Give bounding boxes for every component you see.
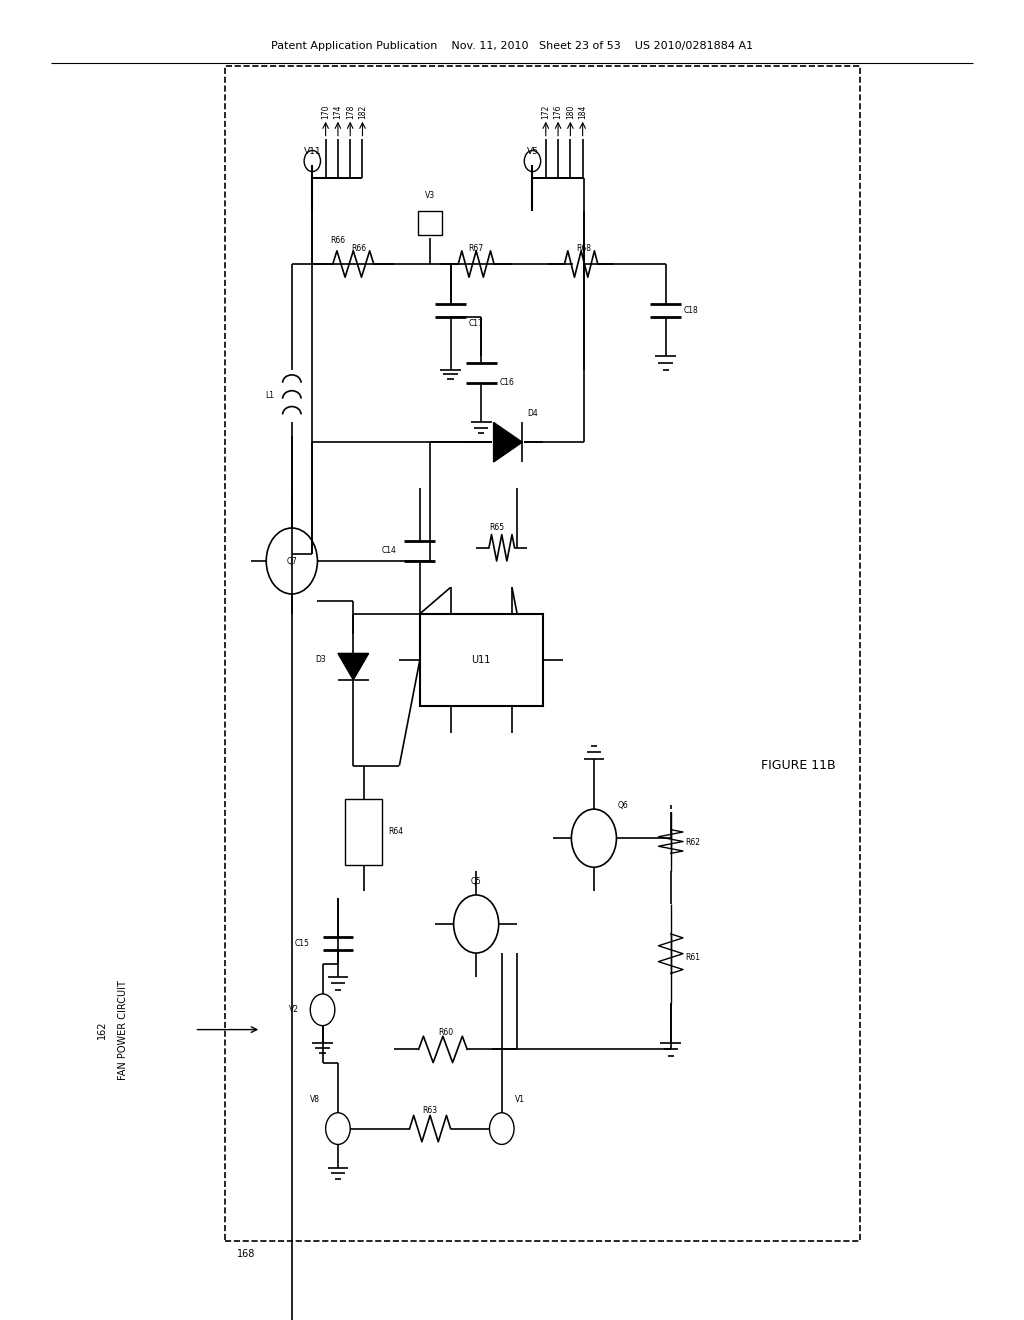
Text: 168: 168 <box>237 1249 255 1259</box>
Text: FAN POWER CIRCUIT: FAN POWER CIRCUIT <box>118 979 128 1080</box>
Text: C17: C17 <box>469 319 483 327</box>
Text: Q5: Q5 <box>471 878 481 886</box>
Text: R64: R64 <box>389 828 403 836</box>
Text: FIGURE 11B: FIGURE 11B <box>762 759 836 772</box>
Text: R65: R65 <box>489 524 504 532</box>
Polygon shape <box>494 422 522 462</box>
Text: C15: C15 <box>295 940 309 948</box>
Text: 172: 172 <box>542 106 550 119</box>
Text: 176: 176 <box>554 106 562 119</box>
Text: V5: V5 <box>526 148 539 156</box>
Text: 162: 162 <box>97 1020 108 1039</box>
Text: R62: R62 <box>686 838 700 846</box>
Text: Patent Application Publication    Nov. 11, 2010   Sheet 23 of 53    US 2010/0281: Patent Application Publication Nov. 11, … <box>271 41 753 51</box>
Bar <box>225 66 860 1241</box>
Bar <box>418 211 442 235</box>
Text: 180: 180 <box>566 106 574 119</box>
Text: R61: R61 <box>686 953 700 961</box>
Text: Q6: Q6 <box>617 801 628 809</box>
Text: R66: R66 <box>351 244 366 252</box>
Text: 184: 184 <box>579 106 587 119</box>
Text: V11: V11 <box>303 148 322 156</box>
Text: R68: R68 <box>577 244 591 252</box>
Text: R67: R67 <box>469 244 483 252</box>
Text: C14: C14 <box>382 546 396 554</box>
Text: 178: 178 <box>346 106 354 119</box>
Text: C18: C18 <box>684 306 698 314</box>
Text: U11: U11 <box>472 655 490 665</box>
Text: 174: 174 <box>334 106 342 119</box>
Text: C16: C16 <box>500 379 514 387</box>
Text: D4: D4 <box>527 409 538 417</box>
Text: L1: L1 <box>265 392 273 400</box>
Text: R66: R66 <box>331 236 345 244</box>
Bar <box>420 614 543 706</box>
Text: 182: 182 <box>358 106 367 119</box>
Text: V2: V2 <box>289 1006 299 1014</box>
Text: V3: V3 <box>425 191 435 199</box>
Text: V1: V1 <box>515 1096 525 1104</box>
Text: R60: R60 <box>438 1028 453 1036</box>
Bar <box>345 799 382 865</box>
Text: R63: R63 <box>423 1106 437 1114</box>
Text: 170: 170 <box>322 106 330 119</box>
Polygon shape <box>338 653 369 680</box>
Text: D3: D3 <box>315 656 326 664</box>
Text: V8: V8 <box>310 1096 321 1104</box>
Text: Q7: Q7 <box>287 557 297 565</box>
